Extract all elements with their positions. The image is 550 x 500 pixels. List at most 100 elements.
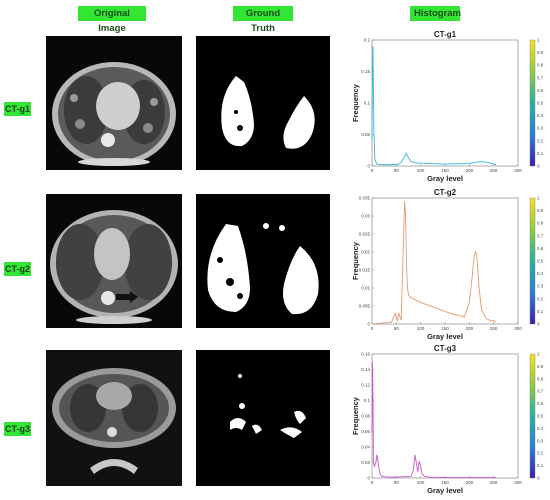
x-tick-label: 0 bbox=[371, 168, 374, 173]
colorbar-tick-label: 0.6 bbox=[537, 246, 544, 251]
histogram-ct-g2-svg: CT-g2 0 50 100 150 200 250 300 0 0.005 0.01 0.015 0.… bbox=[351, 188, 544, 341]
x-axis-label: Gray level bbox=[427, 486, 463, 495]
x-tick-label: 300 bbox=[514, 480, 522, 485]
colorbar-tick-label: 0.2 bbox=[537, 451, 544, 456]
x-tick-label: 100 bbox=[417, 480, 425, 485]
colorbar-tick-label: 0.1 bbox=[537, 463, 544, 468]
colorbar bbox=[529, 353, 536, 479]
x-tick-label: 100 bbox=[417, 168, 425, 173]
colorbar-tick-label: 0.5 bbox=[537, 259, 544, 264]
colorbar-tick-label: 0.8 bbox=[537, 63, 544, 68]
ground-truth-g3 bbox=[196, 350, 330, 486]
colorbar bbox=[529, 39, 536, 167]
ct-image-g3 bbox=[46, 350, 182, 486]
colorbar bbox=[529, 197, 536, 325]
y-tick-label: 0.16 bbox=[361, 352, 370, 357]
y-axis-label: Frequency bbox=[351, 83, 360, 122]
x-tick-label: 300 bbox=[514, 168, 522, 173]
y-tick-label: 0 bbox=[367, 322, 370, 327]
x-tick-label: 0 bbox=[371, 480, 374, 485]
colorbar-tick-label: 0.3 bbox=[537, 438, 544, 443]
y-tick-label: 0.2 bbox=[364, 38, 371, 43]
y-tick-label: 0.05 bbox=[361, 132, 370, 137]
x-tick-label: 50 bbox=[394, 480, 400, 485]
y-axis-label: Frequency bbox=[351, 396, 360, 435]
y-tick-label: 0.1 bbox=[364, 101, 371, 106]
x-tick-label: 0 bbox=[371, 326, 374, 331]
colorbar-tick-label: 0.7 bbox=[537, 75, 544, 80]
x-tick-label: 50 bbox=[394, 326, 400, 331]
colorbar-tick-label: 1 bbox=[537, 196, 540, 201]
x-tick-label: 50 bbox=[394, 168, 400, 173]
colorbar-tick-label: 0 bbox=[537, 476, 540, 481]
histogram-ct-g3-svg: CT-g3 0 50 100 150 200 250 300 0 0.02 0.04 0.06 0.08… bbox=[351, 344, 544, 495]
plot-frame bbox=[371, 353, 519, 479]
y-tick-label: 0.08 bbox=[361, 414, 370, 419]
colorbar-tick-label: 0 bbox=[537, 322, 540, 327]
y-tick-label: 0.025 bbox=[359, 232, 371, 237]
colorbar-tick-label: 0.6 bbox=[537, 88, 544, 93]
histogram-ct-g3: CT-g3 0 50 100 150 200 250 300 0 0.02 0.04 0.06 0.08… bbox=[340, 342, 550, 500]
colorbar-tick-label: 1 bbox=[537, 352, 540, 357]
mask-g3-graphic bbox=[196, 350, 330, 486]
x-tick-label: 200 bbox=[466, 480, 474, 485]
series-line bbox=[371, 46, 497, 166]
colorbar-tick-label: 0.6 bbox=[537, 401, 544, 406]
colorbar-tick-label: 0.8 bbox=[537, 376, 544, 381]
colorbar-tick-label: 0.3 bbox=[537, 126, 544, 131]
y-tick-label: 0.06 bbox=[361, 429, 370, 434]
colorbar-tick-label: 0.4 bbox=[537, 113, 544, 118]
y-tick-label: 0 bbox=[367, 164, 370, 169]
colorbar-tick-label: 0.2 bbox=[537, 296, 544, 301]
y-axis-label: Frequency bbox=[351, 241, 360, 280]
x-tick-label: 100 bbox=[417, 326, 425, 331]
colorbar-tick-label: 0.2 bbox=[537, 138, 544, 143]
mask-g2-graphic bbox=[196, 194, 330, 328]
ct-image-g1 bbox=[46, 36, 182, 170]
ground-truth-g2 bbox=[196, 194, 330, 328]
histogram-ct-g1-svg: CT-g1 0 50 100 150 200 250 300 0 0.05 0.1 0.15 0.2 Gr… bbox=[351, 30, 544, 183]
histogram-ct-g1: CT-g1 0 50 100 150 200 250 300 0 0.05 0.1 0.15 0.2 Gr… bbox=[340, 28, 550, 188]
x-tick-label: 250 bbox=[490, 168, 498, 173]
y-tick-label: 0.005 bbox=[359, 304, 371, 309]
y-tick-label: 0.14 bbox=[361, 367, 370, 372]
header-histogram: Histogram bbox=[410, 6, 461, 21]
histogram-ct-g2: CT-g2 0 50 100 150 200 250 300 0 0.005 0.01 0.015 0.… bbox=[340, 186, 550, 346]
plot-frame bbox=[371, 39, 519, 167]
ct-scan-g3-graphic bbox=[46, 350, 182, 486]
y-tick-label: 0.15 bbox=[361, 69, 370, 74]
x-axis-label: Gray level bbox=[427, 332, 463, 341]
row-label-ct-g3: CT-g3 bbox=[4, 422, 31, 436]
row-label-ct-g2: CT-g2 bbox=[4, 262, 31, 276]
y-tick-label: 0 bbox=[367, 476, 370, 481]
y-tick-label: 0.035 bbox=[359, 196, 371, 201]
y-tick-label: 0.04 bbox=[361, 445, 370, 450]
colorbar-tick-label: 0.9 bbox=[537, 50, 544, 55]
colorbar-tick-label: 0.4 bbox=[537, 271, 544, 276]
mask-g1-graphic bbox=[196, 36, 330, 170]
x-tick-label: 250 bbox=[490, 326, 498, 331]
colorbar-tick-label: 0.8 bbox=[537, 221, 544, 226]
colorbar-tick-label: 0.1 bbox=[537, 151, 544, 156]
colorbar-tick-label: 0.1 bbox=[537, 309, 544, 314]
colorbar-tick-label: 0.5 bbox=[537, 414, 544, 419]
x-tick-label: 150 bbox=[441, 168, 449, 173]
colorbar-tick-label: 0.4 bbox=[537, 426, 544, 431]
ct-image-g2 bbox=[46, 194, 182, 328]
x-tick-label: 200 bbox=[466, 326, 474, 331]
plot-title: CT-g3 bbox=[434, 344, 457, 353]
plot-frame bbox=[371, 197, 519, 325]
colorbar-tick-label: 0.3 bbox=[537, 284, 544, 289]
colorbar-tick-label: 0.7 bbox=[537, 233, 544, 238]
y-tick-label: 0.02 bbox=[361, 250, 370, 255]
x-tick-label: 150 bbox=[441, 326, 449, 331]
colorbar-tick-label: 0.9 bbox=[537, 364, 544, 369]
colorbar-tick-label: 0.7 bbox=[537, 389, 544, 394]
colorbar-tick-label: 1 bbox=[537, 38, 540, 43]
x-tick-label: 150 bbox=[441, 480, 449, 485]
ct-scan-g1-graphic bbox=[46, 36, 182, 170]
y-tick-label: 0.12 bbox=[361, 383, 370, 388]
y-tick-label: 0.03 bbox=[361, 214, 370, 219]
x-axis-label: Gray level bbox=[427, 174, 463, 183]
y-tick-label: 0.015 bbox=[359, 268, 371, 273]
